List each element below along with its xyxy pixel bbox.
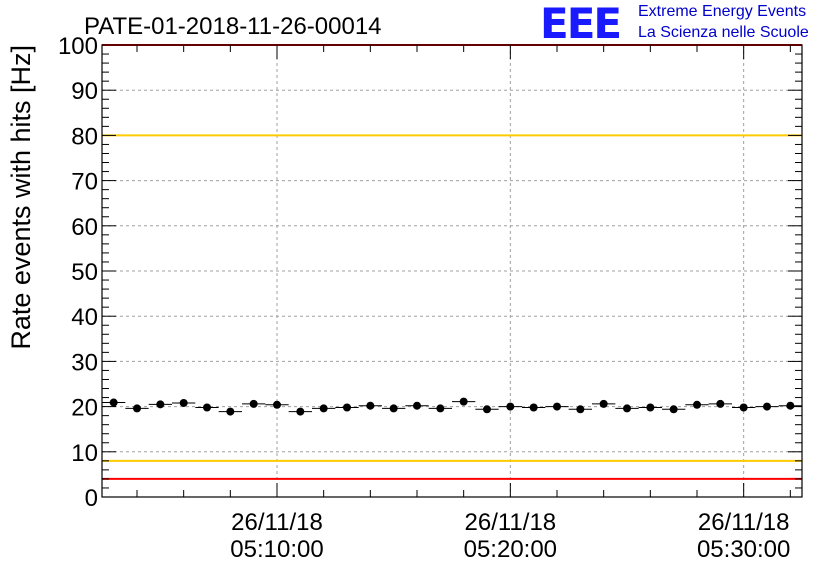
logo-text-line1: Extreme Energy Events <box>638 3 807 20</box>
y-tick-label: 10 <box>71 440 98 467</box>
x-tick-label-date: 26/11/18 <box>231 509 323 536</box>
y-tick-label: 70 <box>71 169 98 196</box>
x-tick-label-time: 05:30:00 <box>697 536 790 563</box>
data-point <box>413 401 421 410</box>
data-point <box>203 403 211 412</box>
data-point <box>459 397 468 406</box>
y-axis-label: Rate events with hits [Hz] <box>6 45 36 350</box>
y-tick-label: 0 <box>85 485 98 512</box>
y-tick-label: 50 <box>71 259 98 286</box>
data-point <box>133 404 141 413</box>
chart-title: PATE-01-2018-11-26-00014 <box>84 13 382 40</box>
x-tick-label-time: 05:10:00 <box>230 536 323 563</box>
y-tick-label: 40 <box>71 304 98 331</box>
eee-logo: EEE Extreme Energy Events La Scienza nel… <box>540 2 830 46</box>
data-point <box>529 403 538 412</box>
data-point <box>273 400 281 409</box>
data-point <box>669 405 678 414</box>
reference-lines <box>102 44 802 480</box>
eee-logo-mark: EEE <box>540 0 622 48</box>
logo-text-line2: La Scienza nelle Scuole <box>638 24 809 41</box>
data-point <box>483 405 491 414</box>
data-point <box>506 402 515 411</box>
data-point <box>436 404 445 413</box>
data-point <box>646 403 655 412</box>
x-tick-label-time: 05:20:00 <box>464 536 557 563</box>
data-point <box>693 400 701 409</box>
y-tick-label: 90 <box>71 78 98 105</box>
data-point <box>576 405 585 414</box>
x-tick-label-date: 26/11/18 <box>698 509 790 536</box>
data-point <box>226 407 235 416</box>
y-tick-label: 100 <box>58 33 98 60</box>
data-point <box>343 403 351 412</box>
data-point <box>156 400 165 409</box>
data-point <box>366 401 375 410</box>
data-point <box>716 399 725 408</box>
data-point <box>786 401 795 410</box>
y-tick-label: 30 <box>71 349 98 376</box>
data-point <box>389 404 398 413</box>
y-tick-label: 60 <box>71 214 98 241</box>
data-series <box>102 397 802 416</box>
data-point <box>739 403 748 412</box>
data-point <box>179 398 188 407</box>
y-tick-label: 20 <box>71 395 98 422</box>
y-tick-label: 80 <box>71 123 98 150</box>
data-point <box>553 402 561 411</box>
data-point <box>109 398 118 407</box>
grid-lines <box>102 45 802 497</box>
data-point <box>599 399 608 408</box>
data-point <box>623 404 631 413</box>
data-point <box>763 402 771 411</box>
data-point <box>296 407 305 416</box>
x-tick-label-date: 26/11/18 <box>465 509 557 536</box>
axes: 010203040506070809010026/11/1805:10:0026… <box>58 33 803 563</box>
data-point <box>249 399 258 408</box>
data-point <box>319 404 328 413</box>
